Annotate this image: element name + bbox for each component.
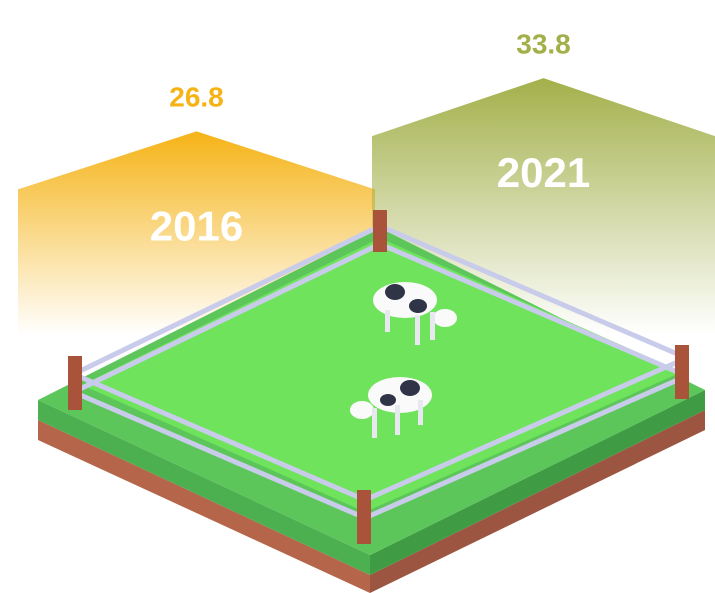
category-label: 2021 [497,149,590,196]
category-label: 2016 [150,202,243,249]
value-label: 33.8 [516,29,571,60]
infographic: 26.8 2016 33.8 2021 [0,0,715,593]
value-label: 26.8 [169,82,224,113]
